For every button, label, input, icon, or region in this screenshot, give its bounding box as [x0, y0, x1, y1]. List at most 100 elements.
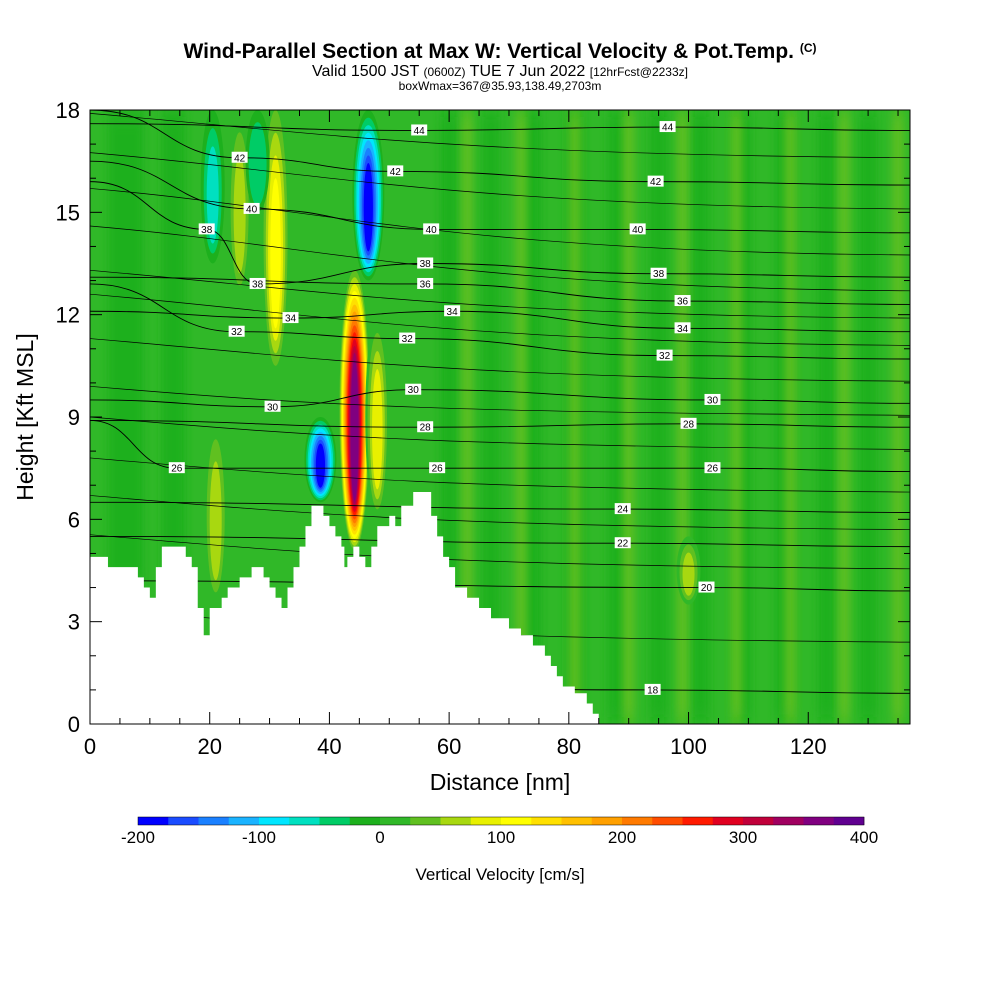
- contour-labels: 44 44 42 42 42 40 40 40 38 38 38 38 36 36 34 34 34 32 32 32…: [168, 121, 721, 696]
- contour-label-text: 44: [662, 123, 674, 134]
- contour-label-text: 40: [632, 225, 644, 236]
- contour-label-text: 34: [285, 314, 297, 325]
- contour-label-box: [168, 462, 185, 474]
- box-info: boxWmax=367@35.93,138.49,2703m: [398, 79, 602, 93]
- contour-label-box: [249, 277, 266, 289]
- theta-contour-minor: [90, 338, 910, 382]
- contour-label-text: 38: [420, 259, 432, 270]
- field-band: [784, 110, 797, 724]
- y-tick-label: 15: [56, 200, 80, 225]
- colorbar-swatch: [410, 817, 441, 825]
- downdraft-core: [352, 110, 385, 281]
- contour-label-box: [282, 312, 299, 324]
- contour-label-text: 26: [432, 464, 444, 475]
- contour-label: 42: [647, 175, 664, 188]
- colorbar-swatch: [501, 817, 532, 825]
- colorbar-swatch: [622, 817, 653, 825]
- downdraft-core-shell: [251, 134, 264, 200]
- field-band: [676, 110, 689, 724]
- colorbar-swatch: [380, 817, 411, 825]
- y-tick-label: 0: [68, 712, 80, 737]
- contour-label: 38: [417, 257, 434, 270]
- colorbar-swatch: [319, 817, 351, 825]
- contour-label: 32: [228, 325, 245, 338]
- contour-label: 42: [231, 151, 248, 164]
- theta-contour-32: [90, 283, 910, 360]
- contour-label-text: 22: [617, 539, 629, 550]
- contour-label-text: 42: [650, 177, 662, 188]
- contour-label-box: [698, 581, 715, 593]
- downdraft-core: [245, 110, 270, 213]
- contour-label: 40: [629, 223, 646, 236]
- field-band: [859, 110, 878, 724]
- field-band: [838, 110, 851, 724]
- theta-contour-minor: [90, 269, 910, 319]
- contour-label-text: 44: [414, 126, 426, 137]
- contour-label-box: [417, 421, 434, 433]
- colorbar-tick-label: -200: [121, 828, 155, 847]
- theta-contour-minor: [90, 225, 910, 292]
- valid-prefix: Valid 1500 JST: [312, 63, 420, 80]
- colorbar-swatch: [259, 817, 290, 825]
- contour-label: 36: [417, 277, 434, 290]
- field-band: [607, 110, 626, 724]
- field-band: [691, 110, 710, 724]
- y-tick-label: 3: [68, 610, 80, 635]
- x-tick-label: 40: [317, 734, 341, 759]
- x-tick-label: 80: [557, 734, 581, 759]
- updraft-core: [365, 314, 390, 520]
- copyright-mark: (C): [799, 41, 817, 55]
- field-band: [568, 110, 581, 724]
- contour-label: 44: [659, 121, 676, 134]
- contour-label-box: [650, 267, 667, 279]
- updraft-core-shell: [233, 154, 246, 274]
- contour-label-box: [680, 417, 697, 429]
- colorbar-swatch: [773, 817, 804, 825]
- field-band: [817, 110, 836, 724]
- colorbar-swatch: [803, 817, 835, 825]
- contour-label: 28: [680, 417, 697, 430]
- contour-label-box: [644, 683, 661, 695]
- colorbar: -200 -100 0 100 200 300 400: [121, 816, 878, 847]
- colorbar-tick-label: 400: [850, 828, 878, 847]
- valid-utc: (0600Z): [423, 65, 466, 79]
- x-axis-title: Distance [nm]: [430, 769, 571, 795]
- contour-label-box: [231, 151, 248, 163]
- contour-label: 40: [243, 202, 260, 215]
- x-tick-label: 120: [790, 734, 827, 759]
- colorbar-swatch: [591, 817, 623, 825]
- field-band: [107, 110, 144, 588]
- field-band: [649, 110, 668, 724]
- contour-label-text: 24: [617, 505, 629, 516]
- theta-contour-26: [90, 419, 910, 473]
- contour-label-box: [228, 325, 245, 337]
- contour-label-box: [243, 202, 260, 214]
- contour-label-text: 40: [426, 225, 438, 236]
- contour-label-text: 18: [647, 685, 659, 696]
- contour-label-text: 34: [677, 324, 689, 335]
- downdraft-core-shell: [315, 443, 326, 488]
- contour-label-box: [411, 124, 428, 136]
- x-tick-label: 60: [437, 734, 461, 759]
- theta-contour-38: [90, 181, 910, 285]
- contour-label-text: 32: [402, 334, 414, 345]
- y-axis-title: Height [Kft MSL]: [12, 333, 38, 500]
- contour-label-box: [264, 400, 281, 412]
- contour-label-text: 30: [267, 402, 279, 413]
- contour-label: 36: [674, 295, 691, 308]
- theta-contour-minor: [90, 113, 910, 159]
- contour-label-text: 40: [246, 204, 258, 215]
- theta-contour-20: [90, 580, 910, 592]
- field-band: [523, 110, 542, 724]
- contour-label: 20: [698, 581, 715, 594]
- colorbar-title: Vertical Velocity [cm/s]: [415, 865, 584, 884]
- contour-label: 42: [387, 165, 404, 178]
- colorbar-swatch: [833, 817, 865, 825]
- contour-label-text: 42: [234, 153, 246, 164]
- contour-label-text: 34: [447, 307, 459, 318]
- colorbar-swatch: [712, 817, 744, 825]
- downdraft-core-shell: [206, 146, 219, 244]
- field-band: [461, 110, 474, 724]
- contour-label-box: [429, 462, 446, 474]
- contour-label: 40: [423, 223, 440, 236]
